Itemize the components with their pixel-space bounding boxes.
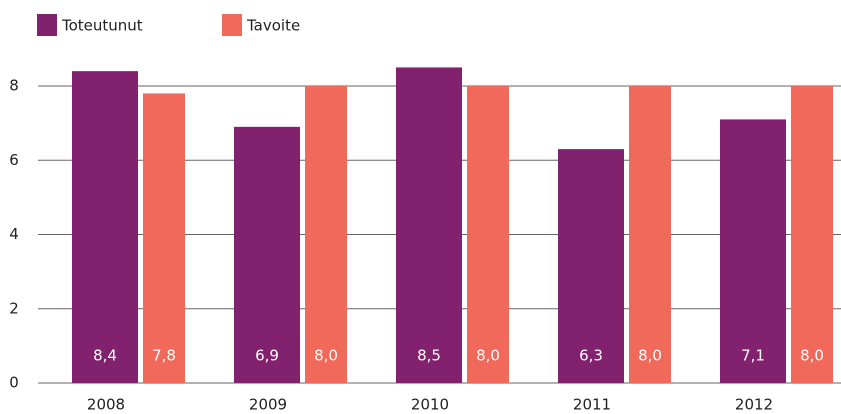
bar — [791, 86, 833, 383]
value-label: 8,0 — [638, 347, 662, 365]
value-label: 7,1 — [741, 347, 765, 365]
value-label: 8,0 — [314, 347, 338, 365]
legend-swatch — [222, 14, 242, 36]
y-tick-label: 8 — [9, 77, 19, 95]
bar — [72, 71, 138, 384]
value-label: 6,9 — [255, 347, 279, 365]
x-tick-label: 2011 — [573, 396, 611, 414]
bar — [143, 93, 185, 384]
x-tick-label: 2009 — [249, 396, 287, 414]
x-tick-label: 2012 — [735, 396, 773, 414]
value-label: 8,0 — [476, 347, 500, 365]
bar — [629, 86, 671, 383]
bar — [720, 119, 786, 383]
legend-label: Tavoite — [246, 17, 300, 35]
value-label: 8,5 — [417, 347, 441, 365]
bar — [558, 149, 624, 383]
y-tick-label: 6 — [9, 151, 19, 169]
y-tick-label: 0 — [9, 374, 19, 392]
legend-label: Toteutunut — [61, 17, 143, 35]
bar — [305, 86, 347, 383]
x-tick-label: 2010 — [411, 396, 449, 414]
x-tick-label: 2008 — [87, 396, 125, 414]
value-label: 8,4 — [93, 347, 117, 365]
value-label: 6,3 — [579, 347, 603, 365]
value-label: 7,8 — [152, 347, 176, 365]
y-tick-label: 4 — [9, 225, 19, 243]
bar — [396, 67, 462, 383]
legend-swatch — [37, 14, 57, 36]
bar — [467, 86, 509, 383]
bar — [234, 126, 300, 384]
y-tick-label: 2 — [9, 299, 19, 317]
value-label: 8,0 — [800, 347, 824, 365]
